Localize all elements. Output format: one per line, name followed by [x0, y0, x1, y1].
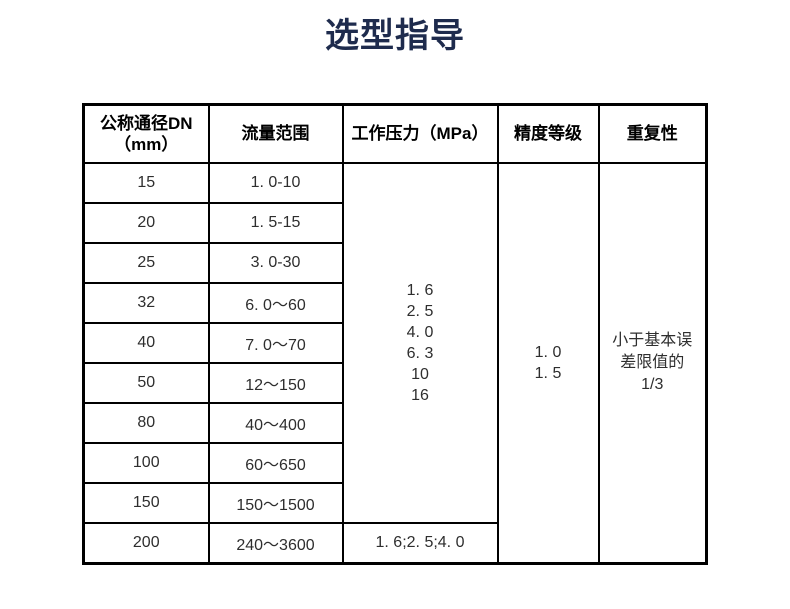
pressure-line: 16 [411, 387, 429, 404]
pressure-line: 2. 5 [406, 303, 434, 320]
cell-dn: 25 [82, 242, 210, 284]
table-row: 20 1. 5-15 [82, 202, 707, 244]
pressure-line: 10 [411, 366, 429, 383]
cell-dn: 50 [82, 362, 210, 404]
pressure-line: 4. 0 [406, 324, 434, 341]
cell-dn: 80 [82, 402, 210, 444]
table-row: 25 3. 0-30 [82, 242, 707, 284]
cell-dn: 150 [82, 482, 210, 524]
cell-flow: 60～650 [207, 442, 344, 484]
cell-dn: 15 [82, 162, 210, 204]
cell-flow: 1. 5-15 [207, 202, 344, 244]
cell-dn: 40 [82, 322, 210, 364]
cell-dn: 20 [82, 202, 210, 244]
cell-accuracy-merged: 1. 0 1. 5 [496, 162, 600, 565]
cell-dn: 200 [82, 522, 210, 565]
header-row: 公称通径DN （mm） 流量范围 工作压力（MPa） 精度等级 重复性 [82, 103, 708, 164]
header-accuracy: 精度等级 [496, 103, 600, 164]
table-row: 15 1. 0-10 1. 6 2. 5 4. 0 6. 3 10 16 1. … [82, 162, 708, 565]
cell-flow: 7. 0～70 [207, 322, 344, 364]
repeatability-line: 1/3 [641, 376, 664, 393]
header-flow: 流量范围 [207, 103, 344, 164]
table-row: 40 7. 0～70 [82, 322, 707, 364]
table-row: 150 150～1500 [82, 482, 707, 524]
table-row: 32 6. 0～60 [82, 282, 707, 324]
cell-flow: 3. 0-30 [207, 242, 344, 284]
cell-dn: 100 [82, 442, 210, 484]
cell-dn: 32 [82, 282, 210, 324]
cell-repeatability-merged: 小于基本误 差限值的 1/3 [597, 162, 708, 565]
header-dn-line2: （mm） [114, 135, 179, 154]
cell-pressure-200: 1. 6;2. 5;4. 0 [341, 522, 499, 565]
table-row: 50 12～150 [82, 362, 707, 404]
table-row: 80 40～400 [82, 402, 707, 444]
page-title: 选型指导 [325, 17, 465, 55]
cell-pressure-merged: 1. 6 2. 5 4. 0 6. 3 10 16 [341, 162, 499, 524]
cell-flow: 12～150 [207, 362, 344, 404]
accuracy-line: 1. 0 [534, 344, 562, 361]
header-dn: 公称通径DN （mm） [82, 103, 210, 164]
header-pressure: 工作压力（MPa） [341, 103, 499, 164]
cell-flow: 1. 0-10 [207, 162, 344, 204]
header-dn-line1: 公称通径DN [99, 113, 193, 133]
table-row: 100 60～650 [82, 442, 707, 484]
selection-guide-table: 公称通径DN （mm） 流量范围 工作压力（MPa） 精度等级 重复性 15 1… [82, 103, 708, 565]
cell-flow: 40～400 [207, 402, 344, 444]
repeatability-line: 差限值的 [620, 354, 685, 371]
cell-flow: 240～3600 [207, 522, 344, 565]
repeatability-line: 小于基本误 [612, 332, 693, 349]
pressure-line: 6. 3 [406, 345, 434, 362]
cell-flow: 6. 0～60 [207, 282, 344, 324]
table-row: 200 240～3600 1. 6;2. 5;4. 0 [82, 522, 707, 565]
pressure-line: 1. 6 [406, 282, 434, 299]
header-repeatability: 重复性 [597, 103, 708, 164]
accuracy-line: 1. 5 [534, 365, 562, 382]
cell-flow: 150～1500 [207, 482, 344, 524]
